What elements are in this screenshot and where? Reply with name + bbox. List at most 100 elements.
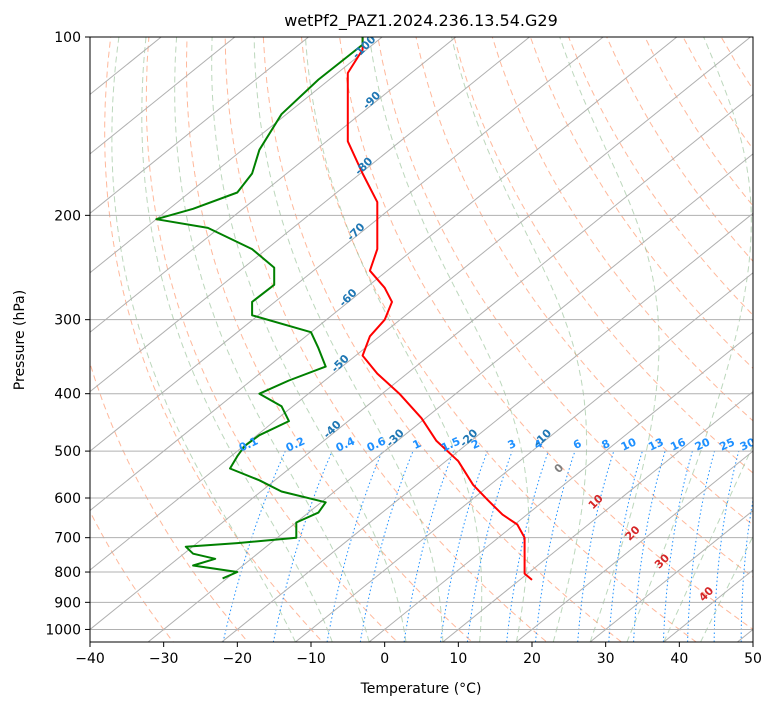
plot-frame bbox=[89, 36, 754, 643]
moist-adiabat-label: 0 bbox=[552, 461, 567, 476]
moist-adiabat bbox=[559, 37, 660, 642]
dry-adiabat bbox=[606, 37, 753, 263]
dry-adiabat bbox=[262, 37, 623, 642]
mixing-ratio-line bbox=[326, 450, 383, 642]
isotherm-line bbox=[220, 212, 753, 642]
moist-adiabat bbox=[141, 37, 333, 642]
moist-adiabat bbox=[369, 37, 530, 642]
x-tick-label: −20 bbox=[223, 651, 253, 667]
dry-adiabat bbox=[339, 37, 753, 631]
moist-adiabat bbox=[111, 37, 296, 642]
x-tick-label: −30 bbox=[149, 651, 179, 667]
moist-adiabat-label: 20 bbox=[623, 523, 643, 543]
mixing-ratio-label: 20 bbox=[693, 435, 713, 453]
isotherm-line bbox=[90, 37, 752, 571]
y-tick-label: 200 bbox=[54, 208, 81, 224]
dry-adiabat bbox=[453, 37, 753, 474]
mixing-ratio-label: 3 bbox=[506, 437, 518, 452]
moist-adiabat bbox=[663, 444, 753, 642]
isotherm-line bbox=[90, 37, 531, 393]
mixing-ratio-line bbox=[466, 450, 513, 642]
isotherm-label: -60 bbox=[336, 286, 359, 309]
moist-adiabat bbox=[253, 37, 444, 642]
y-tick-label: 400 bbox=[54, 387, 81, 403]
isotherm-label: -70 bbox=[344, 220, 367, 243]
dry-adiabat bbox=[491, 37, 753, 422]
isotherm-line bbox=[90, 37, 457, 333]
mixing-ratio-line bbox=[272, 450, 333, 642]
moist-adiabat-label: 30 bbox=[652, 551, 672, 571]
isotherm-line bbox=[90, 37, 236, 155]
temperature-profile bbox=[346, 37, 533, 581]
isotherm-label: -90 bbox=[360, 88, 383, 111]
isotherm-line bbox=[90, 37, 383, 274]
dry-adiabat bbox=[90, 361, 249, 642]
y-tick-label: 800 bbox=[54, 565, 81, 581]
y-tick-label: 900 bbox=[54, 595, 81, 611]
dry-adiabat bbox=[145, 37, 399, 642]
isotherm-line bbox=[368, 331, 753, 642]
moist-adiabat bbox=[626, 37, 752, 642]
isotherm-label: -40 bbox=[321, 418, 344, 441]
mixing-ratio-line bbox=[222, 450, 286, 642]
x-axis: −40 −30 −20 −10 0 10 20 30 40 50 bbox=[75, 642, 762, 667]
moist-adiabat bbox=[174, 37, 370, 642]
isotherm-line bbox=[589, 509, 753, 642]
isoline-labels: 0.1 0.2 0.4 0.6 1 1.5 2 3 4 6 8 10 13 16 20 25 30 36-100-… bbox=[237, 37, 775, 604]
y-tick-label: 600 bbox=[54, 491, 81, 507]
isotherm-line bbox=[90, 37, 604, 452]
mixing-ratio-label: 30 bbox=[738, 435, 758, 453]
mixing-ratio-label: 36 bbox=[759, 435, 775, 453]
mixing-ratio-line bbox=[403, 450, 455, 642]
y-axis-label: Pressure (hPa) bbox=[12, 290, 28, 390]
y-tick-label: 100 bbox=[54, 30, 81, 46]
x-axis-label: Temperature (°C) bbox=[360, 681, 482, 697]
dry-adiabat bbox=[185, 37, 473, 642]
isotherm-label: -50 bbox=[329, 352, 352, 375]
chart-title: wetPf2_PAZ1.2024.236.13.54.G29 bbox=[284, 11, 558, 31]
y-tick-label: 500 bbox=[54, 444, 81, 460]
y-axis: 1000 900 800 700 600 500 400 300 200 100 bbox=[45, 30, 90, 638]
mixing-ratio-label: 1 bbox=[411, 437, 423, 452]
dry-adiabat bbox=[224, 37, 548, 642]
dry-adiabat bbox=[568, 37, 753, 316]
dry-adiabat bbox=[300, 37, 698, 642]
moist-adiabat bbox=[211, 37, 407, 642]
mixing-ratio-label: 25 bbox=[717, 435, 736, 453]
dry-adiabat bbox=[415, 37, 753, 526]
x-tick-label: 0 bbox=[380, 651, 389, 667]
mixing-ratio-label: 13 bbox=[646, 435, 665, 453]
mixing-ratio-label: 10 bbox=[619, 435, 639, 453]
mixing-ratio-line bbox=[764, 451, 775, 654]
isotherm-line bbox=[515, 450, 753, 642]
dry-adiabat bbox=[682, 37, 753, 150]
x-tick-label: 20 bbox=[523, 651, 541, 667]
y-tick-label: 1000 bbox=[45, 622, 81, 638]
dry-adiabat bbox=[644, 37, 753, 207]
mixing-ratio-line bbox=[577, 450, 615, 642]
isotherm-line bbox=[294, 272, 753, 642]
dry-adiabat bbox=[529, 37, 753, 369]
x-tick-label: 10 bbox=[449, 651, 467, 667]
x-tick-label: −10 bbox=[296, 651, 326, 667]
dry-adiabat bbox=[104, 37, 324, 642]
isotherm-line bbox=[90, 37, 162, 96]
mixing-ratio-line bbox=[662, 450, 693, 642]
isotherm-line bbox=[90, 37, 678, 512]
x-tick-label: 30 bbox=[597, 651, 615, 667]
x-tick-label: 50 bbox=[744, 651, 762, 667]
mixing-ratio-line bbox=[713, 450, 740, 642]
isotherm-line bbox=[147, 153, 753, 642]
mixing-ratio-line bbox=[359, 450, 414, 642]
isotherm-line bbox=[90, 37, 310, 214]
x-tick-label: −40 bbox=[75, 651, 105, 667]
dry-adiabat bbox=[744, 10, 775, 654]
moist-adiabat bbox=[304, 37, 483, 642]
y-tick-label: 300 bbox=[54, 313, 81, 329]
grid-layer bbox=[90, 10, 775, 654]
mixing-ratio-line bbox=[534, 450, 576, 642]
x-tick-label: 40 bbox=[670, 651, 688, 667]
mixing-ratio-label: 16 bbox=[668, 435, 688, 453]
curves-layer bbox=[155, 37, 533, 581]
